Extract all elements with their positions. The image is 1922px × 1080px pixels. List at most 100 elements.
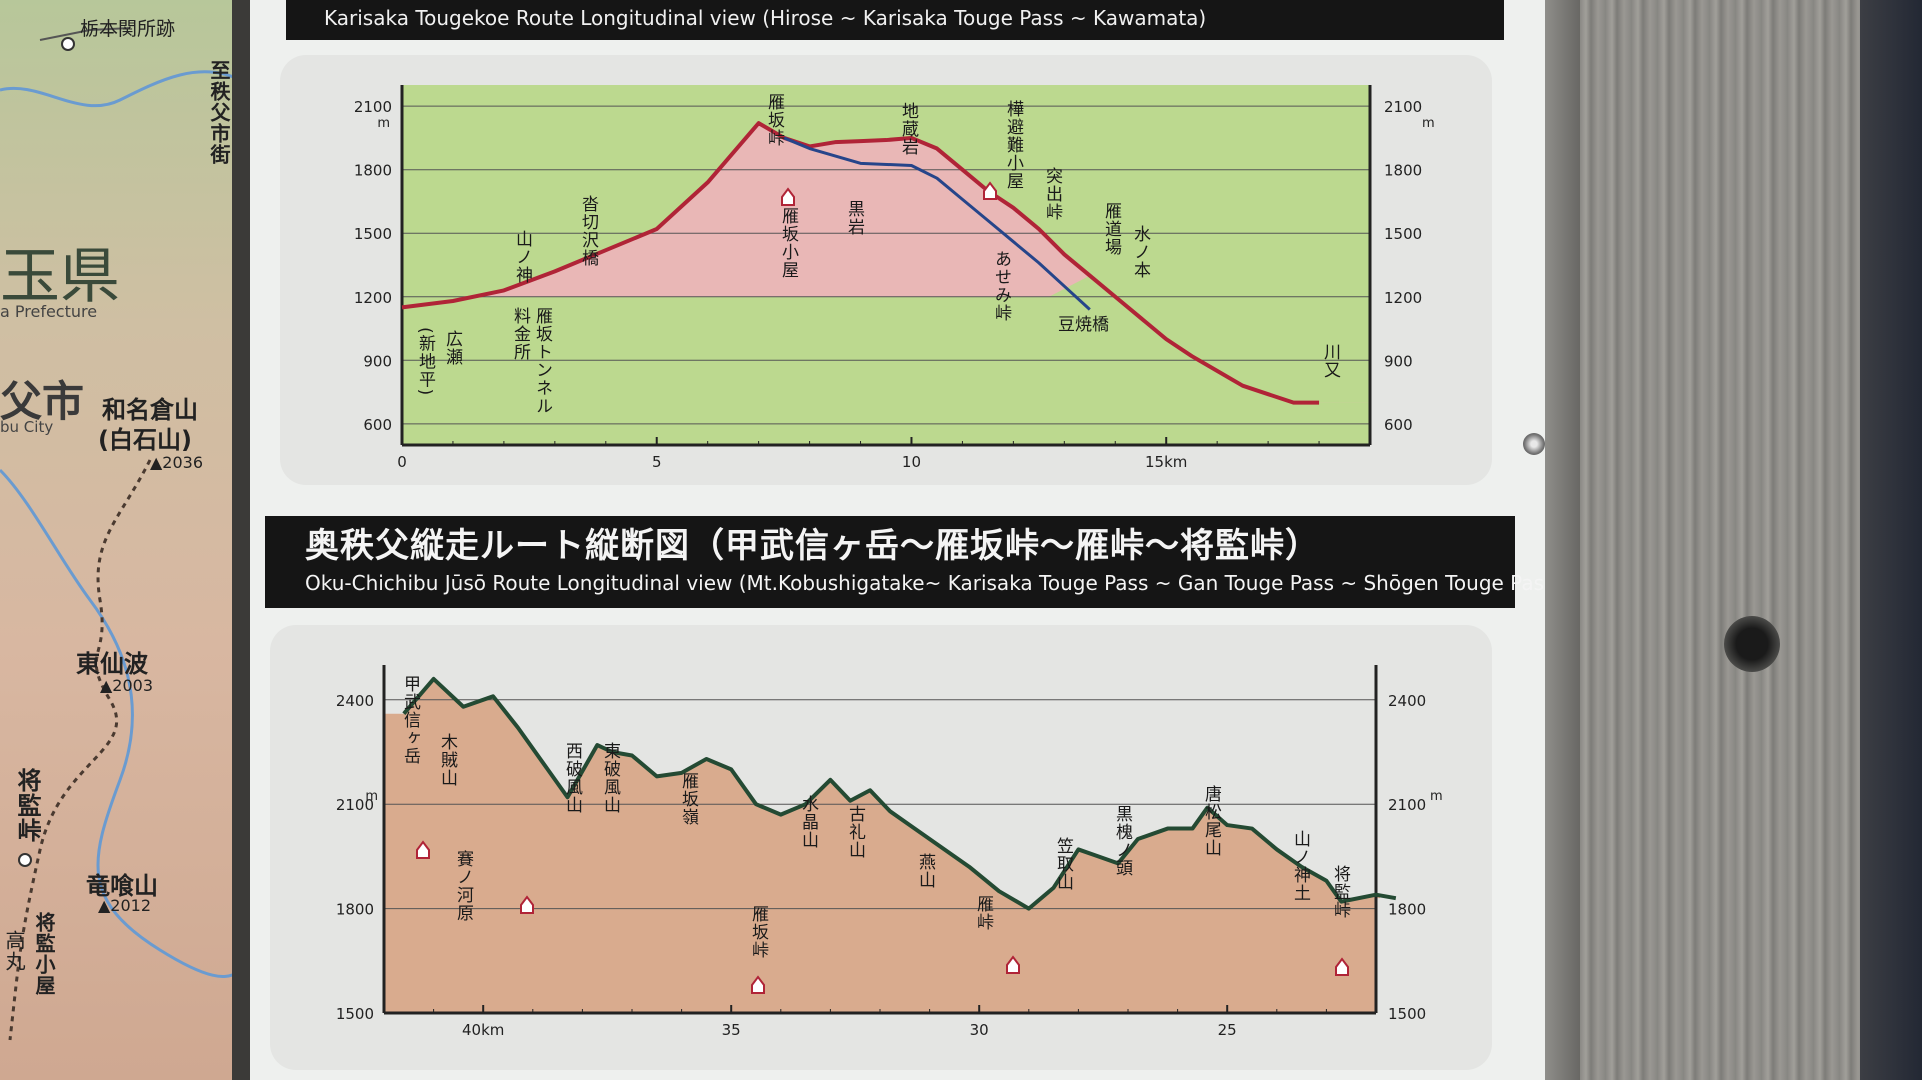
top-place-labels: 雁坂峠 地蔵岩 樺避難小屋 突出峠 黒岩 雁坂小屋 雁道場 水ノ本 あせみ峠 豆… <box>415 93 1341 415</box>
label-karamatsuoyama: 唐松尾山 <box>1201 784 1222 857</box>
label-kuroiwa: 黒岩 <box>844 200 865 236</box>
map-label-edge: 高丸 <box>2 930 26 972</box>
bottom-y-tick-label: 1800 <box>336 901 374 919</box>
map-label-site: 栃本関所跡 <box>80 18 176 40</box>
label-kasatoriyama: 笠取山 <box>1053 837 1074 891</box>
top-unit-left: m <box>377 116 390 131</box>
map-label-pref-en: a Prefecture <box>0 302 98 321</box>
pass-marker <box>18 853 32 867</box>
bottom-x-tick-label: 30 <box>970 1021 989 1039</box>
bottom-unit-right: m <box>1430 789 1443 804</box>
map-label-to-city: 至秩父市街 <box>207 60 231 165</box>
top-y-tick-label: 600 <box>363 416 392 434</box>
label-kutsukirisawa-bridge: 沓切沢橋 <box>578 195 599 267</box>
label-karisaka-pass: 雁坂峠 <box>764 93 785 147</box>
map-label-mt1-alt: (白石山) <box>98 426 192 454</box>
bottom-terrain-fill <box>384 678 1380 1013</box>
map-label-mt3-height: ▲2012 <box>98 896 152 915</box>
bottom-x-tick-label: 35 <box>722 1021 741 1039</box>
label-karisaka-hut: 雁坂小屋 <box>778 207 799 279</box>
top-y-tick-label: 900 <box>363 352 392 370</box>
top-x-tick-label: 0 <box>397 453 407 471</box>
bottom-y-tick-label: 2400 <box>1388 692 1426 710</box>
label-hirose: 広瀬 <box>442 330 463 366</box>
bottom-chart-title-en: Oku-Chichibu Jūsō Route Longitudinal vie… <box>305 571 1563 595</box>
label-shinchidaira: (新地平) <box>415 327 436 396</box>
label-koreiyama: 古礼山 <box>845 805 866 859</box>
hut-icon <box>781 187 795 206</box>
map-label-city-en: bu City <box>0 418 54 436</box>
top-y-tick-label: 1800 <box>1384 162 1422 180</box>
label-tsukkidashi-pass: 突出峠 <box>1042 167 1063 221</box>
top-x-tick-label: 10 <box>902 453 921 471</box>
label-suishoyama: 水晶山 <box>798 795 819 849</box>
label-tsubameyama: 燕山 <box>915 853 936 889</box>
label-asemi-pass: あせみ峠 <box>991 250 1012 322</box>
trail-map: 栃本関所跡 至秩父市街 玉県 a Prefecture 父市 bu City 和… <box>0 0 245 1080</box>
bottom-y-tick-label: 1500 <box>336 1005 374 1023</box>
map-label-mt2: 東仙波 <box>76 650 148 678</box>
map-terrain <box>0 27 245 1041</box>
top-y-tick-label: 900 <box>1384 352 1413 370</box>
hut-icon <box>416 840 430 859</box>
bottom-y-tick-label: 1800 <box>1388 901 1426 919</box>
bottom-chart-header: 奥秩父縦走ルート縦断図（甲武信ヶ岳～雁坂峠～雁峠～将監峠） Oku-Chichi… <box>265 516 1563 608</box>
label-kuroenoju: 黒槐ノ頭 <box>1112 805 1133 877</box>
wooden-post <box>1580 0 1860 1080</box>
map-label-city: 父市 <box>0 377 85 426</box>
top-y-tick-label: 1200 <box>354 289 392 307</box>
bottom-chart-title-jp: 奥秩父縦走ルート縦断図（甲武信ヶ岳～雁坂峠～雁峠～将監峠） <box>305 526 1320 566</box>
bottom-y-tick-label: 2400 <box>336 692 374 710</box>
top-y-tick-label: 1500 <box>354 225 392 243</box>
bottom-y-tick-label: 1500 <box>1388 1005 1426 1023</box>
bottom-elevation-chart: 2400 2400 2100 2100 1800 1800 1500 1500 40km 35 3… <box>336 665 1443 1039</box>
top-y-tick-label: 1200 <box>1384 289 1422 307</box>
bottom-y-tick-label: 2100 <box>1388 796 1426 814</box>
label-yamanokami: 山ノ神 <box>512 230 533 284</box>
top-route-line-blue <box>783 136 1091 311</box>
label-jizoiwa: 地蔵岩 <box>898 102 919 156</box>
hut-icon <box>520 895 534 914</box>
background-shadow <box>1860 0 1922 1080</box>
label-tollgate: 料金所 <box>510 307 531 361</box>
top-chart-header: Karisaka Tougekoe Route Longitudinal vie… <box>286 0 1504 40</box>
top-elevation-chart: 2100 2100 1800 1800 1500 1500 1200 1200 900 900 60… <box>354 85 1435 471</box>
bottom-route-line <box>402 676 1397 911</box>
top-y-tick-label: 1500 <box>1384 225 1422 243</box>
hut-icon <box>1335 957 1349 976</box>
map-label-mt1: 和名倉山 <box>102 396 198 424</box>
bottom-x-tick-label: 25 <box>1218 1021 1237 1039</box>
top-y-tick-label: 2100 <box>354 98 392 116</box>
bottom-y-tick-label: 2100 <box>336 796 374 814</box>
top-y-tick-label: 2100 <box>1384 98 1422 116</box>
top-y-tick-label: 1800 <box>354 162 392 180</box>
top-route-line-red <box>401 121 1320 405</box>
map-label-hut: 将監小屋 <box>32 912 56 996</box>
screw <box>1523 433 1545 455</box>
post-hole <box>1724 616 1780 672</box>
label-karisakarei: 雁坂嶺 <box>678 772 699 826</box>
label-sainokawara: 賽ノ河原 <box>453 849 474 922</box>
label-kaba-hut: 樺避難小屋 <box>1003 100 1024 190</box>
label-higashihafu: 東破風山 <box>600 742 621 814</box>
hut-icon <box>1006 955 1020 974</box>
label-karisaka-pass-2: 雁坂峠 <box>748 905 769 959</box>
map-frame <box>232 0 250 1080</box>
label-kobushigatake: 甲武信ヶ岳 <box>400 675 421 765</box>
label-gan-pass: 雁峠 <box>973 895 994 931</box>
map-label-mt1-height: ▲2036 <box>150 453 204 472</box>
hut-icon <box>983 181 997 200</box>
top-y-tick-label: 600 <box>1384 416 1413 434</box>
label-karisaka-tunnel: 雁坂トンネル <box>532 307 553 415</box>
top-unit-right: m <box>1422 116 1435 131</box>
map-label-pref: 玉県 <box>0 242 120 312</box>
bottom-place-labels: 甲武信ヶ岳 木賊山 賽ノ河原 西破風山 東破風山 雁坂嶺 雁坂峠 水晶山 古礼山… <box>400 675 1351 959</box>
map-label-pass: 将監峠 <box>13 768 41 843</box>
top-x-tick-label: 15km <box>1145 453 1187 471</box>
label-nishihafu: 西破風山 <box>562 742 583 814</box>
bottom-unit-left: m <box>365 789 378 804</box>
label-mameyaki-bridge: 豆焼橋 <box>1058 315 1109 335</box>
label-shogen-pass: 将監峠 <box>1330 865 1351 919</box>
label-kawamata: 川又 <box>1320 343 1341 379</box>
bottom-x-tick-label: 40km <box>462 1021 504 1039</box>
